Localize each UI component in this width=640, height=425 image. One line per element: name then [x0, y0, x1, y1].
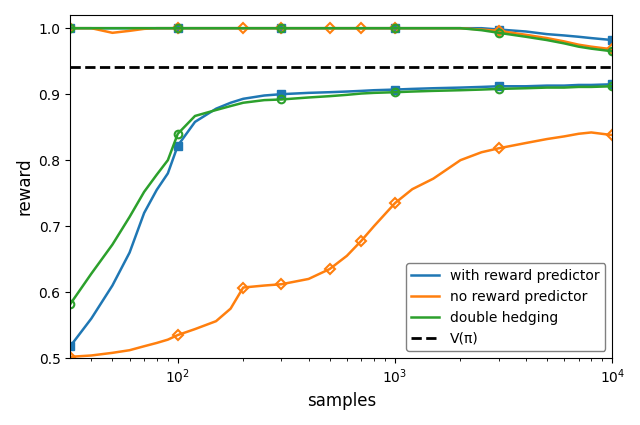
- with reward predictor: [164, 171, 172, 176]
- with reward predictor: [391, 87, 399, 92]
- no reward predictor: [456, 158, 464, 163]
- no reward predictor: [164, 337, 172, 342]
- no reward predictor: [125, 348, 133, 353]
- with reward predictor: [140, 210, 148, 215]
- no reward predictor: [477, 150, 485, 155]
- Line: no reward predictor: no reward predictor: [70, 133, 612, 357]
- double hedging: [560, 85, 568, 90]
- no reward predictor: [260, 283, 268, 288]
- Line: with reward predictor: with reward predictor: [70, 84, 612, 346]
- with reward predictor: [88, 316, 95, 321]
- with reward predictor: [408, 86, 416, 91]
- Line: double hedging: double hedging: [70, 86, 612, 304]
- no reward predictor: [408, 187, 416, 192]
- double hedging: [370, 90, 378, 95]
- with reward predictor: [326, 90, 333, 95]
- no reward predictor: [67, 354, 74, 360]
- no reward predictor: [140, 344, 148, 349]
- no reward predictor: [358, 238, 365, 243]
- double hedging: [153, 172, 161, 177]
- no reward predictor: [153, 340, 161, 346]
- no reward predictor: [278, 282, 285, 287]
- no reward predictor: [609, 133, 616, 138]
- double hedging: [109, 242, 116, 247]
- with reward predictor: [278, 92, 285, 97]
- with reward predictor: [174, 143, 182, 148]
- double hedging: [429, 88, 437, 94]
- double hedging: [575, 85, 582, 90]
- double hedging: [260, 98, 268, 103]
- no reward predictor: [560, 134, 568, 139]
- double hedging: [391, 90, 399, 95]
- double hedging: [495, 86, 502, 91]
- with reward predictor: [429, 86, 437, 91]
- with reward predictor: [305, 90, 312, 95]
- no reward predictor: [305, 276, 312, 281]
- no reward predictor: [212, 319, 220, 324]
- no reward predictor: [174, 332, 182, 337]
- no reward predictor: [227, 306, 234, 311]
- double hedging: [278, 97, 285, 102]
- no reward predictor: [522, 140, 530, 145]
- no reward predictor: [88, 353, 95, 358]
- no reward predictor: [239, 285, 247, 290]
- double hedging: [588, 85, 595, 90]
- double hedging: [358, 91, 365, 96]
- double hedging: [609, 84, 616, 89]
- with reward predictor: [191, 119, 199, 125]
- no reward predictor: [109, 350, 116, 355]
- double hedging: [343, 92, 351, 97]
- double hedging: [326, 94, 333, 99]
- double hedging: [477, 87, 485, 92]
- with reward predictor: [370, 88, 378, 93]
- double hedging: [227, 104, 234, 109]
- Y-axis label: reward: reward: [15, 158, 33, 215]
- with reward predictor: [543, 83, 551, 88]
- double hedging: [164, 158, 172, 163]
- double hedging: [522, 86, 530, 91]
- with reward predictor: [560, 83, 568, 88]
- no reward predictor: [391, 201, 399, 206]
- with reward predictor: [260, 93, 268, 98]
- Legend: with reward predictor, no reward predictor, double hedging, V(π): with reward predictor, no reward predict…: [406, 263, 605, 351]
- no reward predictor: [588, 130, 595, 135]
- with reward predictor: [227, 100, 234, 105]
- double hedging: [543, 85, 551, 90]
- with reward predictor: [125, 250, 133, 255]
- double hedging: [140, 189, 148, 194]
- X-axis label: samples: samples: [307, 392, 376, 410]
- no reward predictor: [575, 131, 582, 136]
- double hedging: [125, 214, 133, 219]
- with reward predictor: [109, 283, 116, 288]
- with reward predictor: [522, 84, 530, 89]
- with reward predictor: [588, 82, 595, 88]
- double hedging: [67, 301, 74, 306]
- no reward predictor: [326, 266, 333, 272]
- with reward predictor: [575, 82, 582, 88]
- double hedging: [408, 89, 416, 94]
- with reward predictor: [456, 85, 464, 90]
- no reward predictor: [543, 136, 551, 142]
- with reward predictor: [358, 88, 365, 94]
- with reward predictor: [212, 106, 220, 111]
- double hedging: [456, 88, 464, 93]
- with reward predictor: [477, 85, 485, 90]
- no reward predictor: [495, 146, 502, 151]
- no reward predictor: [191, 326, 199, 332]
- double hedging: [88, 271, 95, 276]
- no reward predictor: [429, 176, 437, 181]
- with reward predictor: [153, 187, 161, 193]
- double hedging: [212, 108, 220, 113]
- double hedging: [305, 95, 312, 100]
- with reward predictor: [239, 96, 247, 101]
- double hedging: [174, 131, 182, 136]
- no reward predictor: [370, 224, 378, 229]
- double hedging: [191, 113, 199, 119]
- with reward predictor: [609, 82, 616, 87]
- no reward predictor: [343, 253, 351, 258]
- with reward predictor: [343, 89, 351, 94]
- with reward predictor: [67, 344, 74, 349]
- with reward predictor: [495, 84, 502, 89]
- double hedging: [239, 100, 247, 105]
